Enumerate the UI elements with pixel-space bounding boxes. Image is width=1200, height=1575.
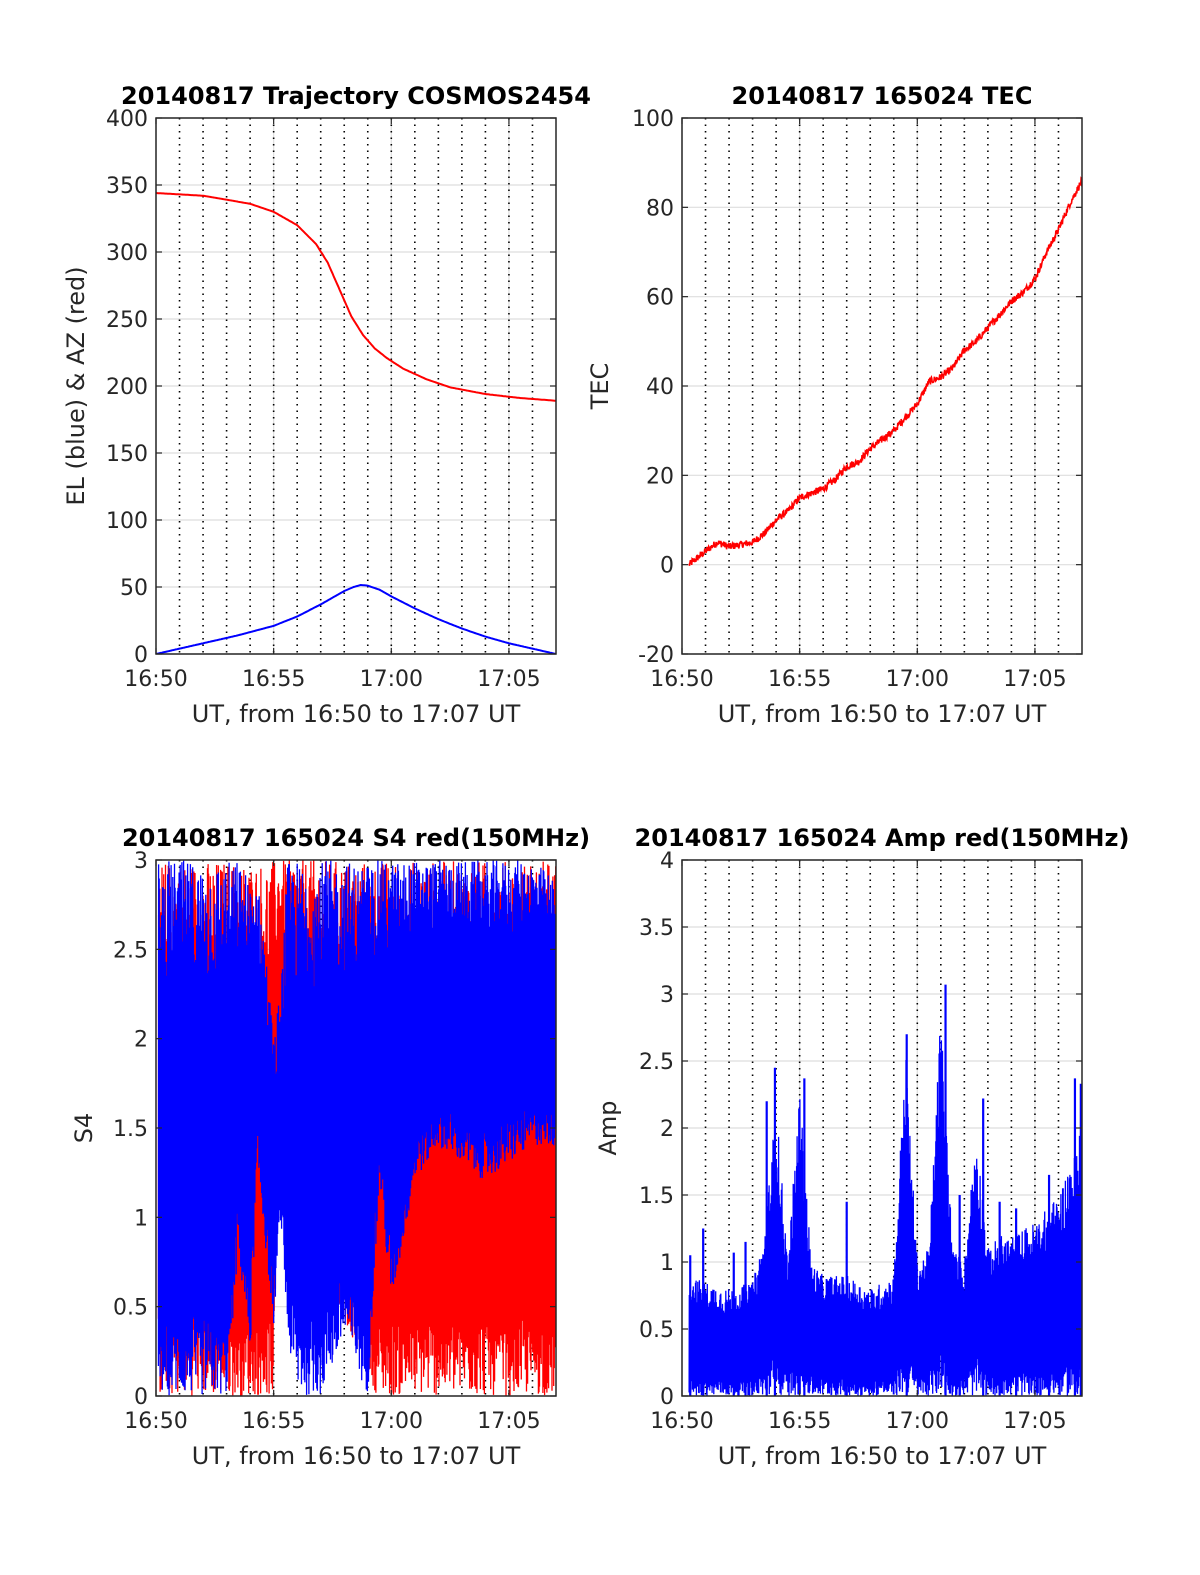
y-tick-label: 4 [660,849,674,874]
y-tick-label: 1.5 [639,1184,674,1209]
series-line-1 [156,192,556,402]
y-tick-label: 3 [660,983,674,1008]
x-tick-label: 17:00 [886,667,949,692]
chart-title: 20140817 165024 TEC [732,82,1033,110]
y-tick-label: 40 [646,375,674,400]
y-tick-label: 50 [120,576,148,601]
y-tick-label: 2 [134,1028,148,1053]
series-group [688,176,1082,566]
y-tick-label: 60 [646,286,674,311]
x-axis-label: UT, from 16:50 to 17:07 UT [718,1442,1047,1470]
y-tick-label: 0.5 [639,1318,674,1343]
x-tick-label: 17:05 [477,1409,540,1434]
y-tick-label: 0 [134,643,148,668]
y-axis-label: EL (blue) & AZ (red) [62,266,90,505]
chart-title: 20140817 165024 Amp red(150MHz) [635,824,1130,852]
x-tick-label: 17:00 [360,1409,423,1434]
y-tick-label: 80 [646,196,674,221]
x-tick-label: 17:05 [1003,667,1066,692]
y-tick-label: 0 [134,1385,148,1410]
series-group [688,984,1082,1396]
chart-title: 20140817 Trajectory COSMOS2454 [121,82,591,110]
y-tick-label: 250 [106,308,148,333]
y-axis-label: S4 [70,1113,98,1144]
y-tick-label: 2 [660,1117,674,1142]
series-line-1 [688,176,1082,566]
y-axis-label: Amp [594,1100,622,1155]
x-tick-label: 16:55 [242,1409,305,1434]
y-tick-label: 0 [660,554,674,579]
y-tick-label: 100 [632,107,674,132]
x-axis-label: UT, from 16:50 to 17:07 UT [192,700,521,728]
y-tick-label: 3.5 [639,916,674,941]
y-axis-label: TEC [586,363,614,411]
x-tick-label: 16:55 [242,667,305,692]
x-tick-label: 17:05 [1003,1409,1066,1434]
y-tick-label: 20 [646,464,674,489]
series-group [156,192,556,654]
chart-panel-4: 0 0.5 1 1.5 2 2.5 3 3.5 4 16:50 16:55 17:00 17:05 201… [594,824,1129,1470]
chart-title: 20140817 165024 S4 red(150MHz) [122,824,590,852]
series-line-2 [156,583,556,654]
y-tick-label: 350 [106,174,148,199]
x-tick-label: 16:50 [124,1409,187,1434]
y-tick-label: 1 [134,1206,148,1231]
chart-panel-1: 0 50 100 150 200 250 300 350 400 16:50 16:55 17:00 1… [62,82,591,728]
y-tick-label: 0.5 [113,1296,148,1321]
x-tick-label: 16:55 [768,1409,831,1434]
x-axis-label: UT, from 16:50 to 17:07 UT [192,1442,521,1470]
x-tick-label: 16:50 [650,1409,713,1434]
series-band-1 [688,1035,1082,1396]
y-tick-label: 0 [660,1385,674,1410]
x-tick-label: 16:55 [768,667,831,692]
x-tick-label: 17:00 [360,667,423,692]
y-tick-label: 1.5 [113,1117,148,1142]
series-group [157,860,556,1396]
x-tick-label: 17:00 [886,1409,949,1434]
chart-panel-2: -20 0 20 40 60 80 100 16:50 16:55 17:00 17:05 20140… [586,82,1083,728]
y-tick-label: -20 [638,643,674,668]
x-tick-label: 16:50 [124,667,187,692]
y-tick-label: 3 [134,849,148,874]
x-tick-label: 17:05 [477,667,540,692]
y-tick-label: 2.5 [113,938,148,963]
chart-panel-3: 0 0.5 1 1.5 2 2.5 3 16:50 16:55 17:00 17:05 2014081… [70,824,590,1470]
y-tick-label: 200 [106,375,148,400]
y-tick-label: 150 [106,442,148,467]
series-band-2 [157,860,556,1396]
y-tick-label: 300 [106,241,148,266]
y-tick-label: 100 [106,509,148,534]
y-tick-label: 2.5 [639,1050,674,1075]
y-tick-label: 1 [660,1251,674,1276]
x-tick-label: 16:50 [650,667,713,692]
y-tick-label: 400 [106,107,148,132]
x-axis-label: UT, from 16:50 to 17:07 UT [718,700,1047,728]
